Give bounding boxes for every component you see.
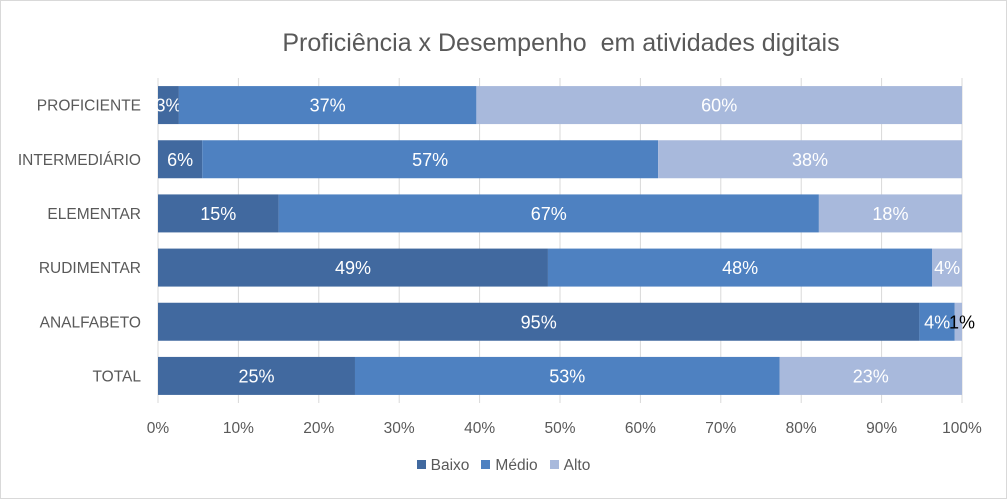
bar-médio [547, 248, 933, 287]
legend-swatch [416, 460, 426, 469]
bar-médio [202, 140, 659, 179]
data-label: 18% [872, 204, 908, 224]
bar-alto [954, 302, 962, 341]
data-label: 3% [155, 96, 181, 116]
data-label: 1% [949, 312, 975, 332]
x-tick-label: 90% [866, 420, 897, 437]
x-tick-label: 60% [625, 420, 656, 437]
bar-médio [919, 302, 955, 341]
bar-médio [278, 194, 819, 233]
data-label: 37% [310, 96, 346, 116]
data-label: 6% [167, 150, 193, 170]
bar-alto [476, 86, 962, 125]
chart-legend: Baixo Médio Alto [1, 457, 1006, 475]
chart-title: Proficiência x Desempenho em atividades … [282, 29, 840, 57]
data-label: 23% [853, 366, 889, 386]
category-label: TOTAL [92, 368, 141, 385]
legend-swatch [481, 460, 491, 469]
data-label: 57% [412, 150, 448, 170]
bar-alto [779, 356, 962, 395]
data-label: 25% [238, 366, 274, 386]
legend-label: Médio [495, 457, 538, 474]
x-tick-label: 20% [303, 420, 334, 437]
data-label: 53% [549, 366, 585, 386]
x-tick-label: 50% [544, 420, 575, 437]
legend-label: Alto [563, 457, 591, 474]
data-label: 4% [924, 312, 950, 332]
data-label: 38% [792, 150, 828, 170]
x-tick-label: 100% [942, 420, 982, 437]
bar-médio [354, 356, 780, 395]
bar-baixo [158, 302, 920, 341]
bar-baixo [158, 140, 203, 179]
legend-item: Alto [549, 457, 591, 475]
category-label: INTERMEDIÁRIO [18, 152, 141, 169]
bar-baixo [158, 248, 548, 287]
data-label: 49% [335, 258, 371, 278]
legend-item: Baixo [416, 457, 470, 475]
bar-alto [658, 140, 962, 179]
data-label: 95% [521, 312, 557, 332]
x-tick-label: 40% [464, 420, 495, 437]
data-label: 48% [722, 258, 758, 278]
legend-item: Médio [481, 457, 538, 475]
bar-baixo [158, 194, 279, 233]
x-tick-label: 70% [705, 420, 736, 437]
data-label: 67% [531, 204, 567, 224]
data-label: 15% [200, 204, 236, 224]
x-tick-label: 10% [223, 420, 254, 437]
data-label: 60% [701, 96, 737, 116]
category-label: ELEMENTAR [47, 206, 141, 223]
x-tick-label: 80% [786, 420, 817, 437]
x-tick-label: 0% [147, 420, 170, 437]
bar-baixo [158, 86, 179, 125]
data-label: 4% [934, 258, 960, 278]
bar-alto [818, 194, 962, 233]
legend-swatch [549, 460, 559, 469]
bar-baixo [158, 356, 355, 395]
bar-médio [178, 86, 477, 125]
x-tick-label: 30% [384, 420, 415, 437]
category-label: ANALFABETO [40, 314, 141, 331]
legend-label: Baixo [430, 457, 470, 474]
category-label: RUDIMENTAR [39, 260, 141, 277]
category-label: PROFICIENTE [37, 98, 141, 115]
bar-alto [932, 248, 962, 287]
